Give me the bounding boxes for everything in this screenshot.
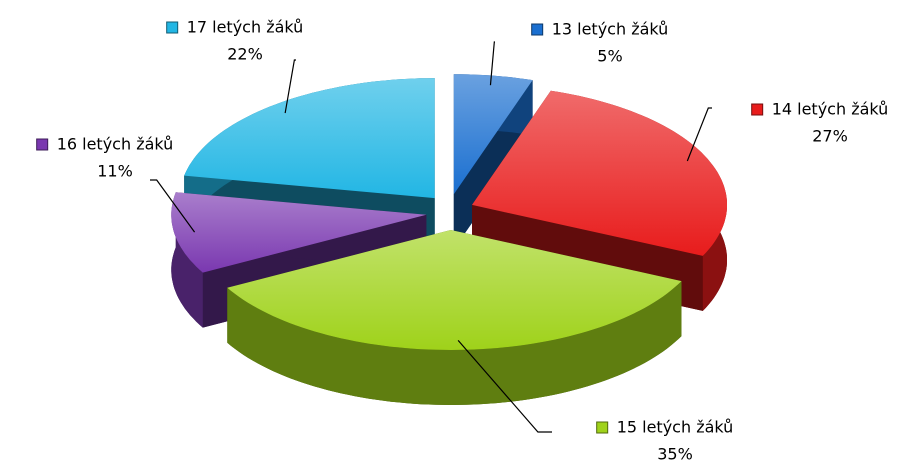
slice-wall [227,281,682,405]
leader-line [457,339,552,433]
leader-line [489,41,495,86]
leader-line [284,59,296,114]
legend-marker [166,21,179,34]
data-label-category: 14 letých žáků [772,100,889,119]
data-label-category: 16 letých žáků [57,135,174,154]
data-label-category: 13 letých žáků [552,20,669,39]
legend-marker [36,138,49,151]
leader-line [686,107,712,162]
slice-wall [171,192,203,328]
data-label-category: 17 letých žáků [187,18,304,37]
pie-slice [227,230,682,405]
data-label-value: 22% [227,45,263,64]
data-label-value: 5% [597,47,622,66]
slice-top [171,192,427,273]
data-label-category: 15 letých žáků [617,418,734,437]
slice-top [184,78,435,199]
slice-top [453,74,533,195]
data-label-value: 27% [812,127,848,146]
legend-marker [531,23,544,36]
legend-marker [751,103,764,116]
legend-marker [596,421,609,434]
slice-top [472,90,727,256]
data-label-value: 35% [657,445,693,464]
slice-top [227,230,682,350]
data-label-value: 11% [97,162,133,181]
leader-line [150,179,196,233]
